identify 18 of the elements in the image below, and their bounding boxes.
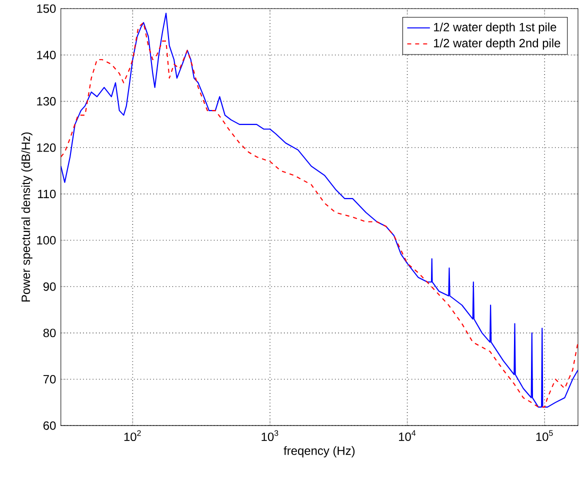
y-tick-label: 140 [37, 50, 56, 60]
x-tick-label: 10$^{5}$ [536, 430, 553, 442]
x-tick-label: 10$^{4}$ [399, 430, 416, 442]
y-tick-label: 90 [43, 282, 56, 292]
y-tick-label: 60 [43, 422, 56, 430]
y-tick-label: 130 [37, 97, 56, 106]
legend-label: 1/2 water depth 2nd pile [434, 38, 560, 50]
legend-label: 1/2 water depth 1st pile [434, 22, 556, 34]
y-tick-label: 110 [38, 190, 56, 198]
y-tick-label: 70 [43, 375, 56, 384]
y-tick-label: 150 [37, 4, 56, 14]
x-axis-title: freqency (Hz) [284, 446, 355, 458]
y-axis-title: Power spectural density (dB/Hz) [21, 132, 32, 302]
y-tick-label: 120 [37, 144, 56, 152]
x-tick-label: 10$^{3}$ [262, 430, 278, 442]
x-tick-label: 10$^{2}$ [124, 430, 141, 442]
y-tick-label: 80 [43, 328, 56, 338]
y-tick-label: 100 [37, 236, 56, 245]
